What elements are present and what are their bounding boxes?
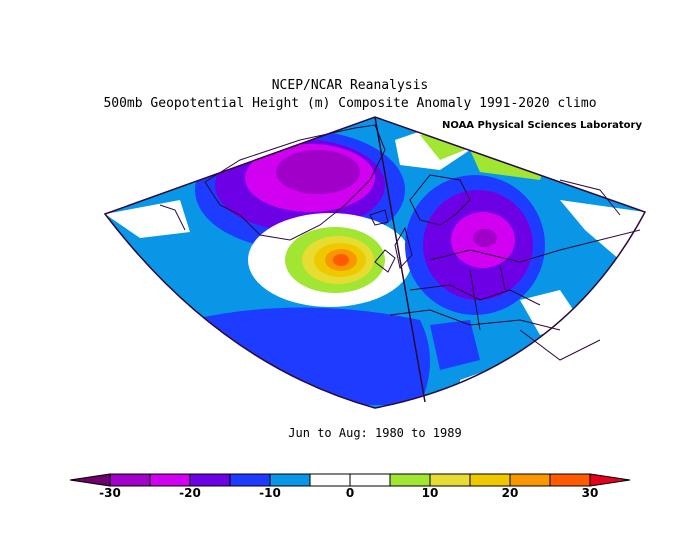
colorbar-cell: [109, 473, 151, 487]
period-label: Jun to Aug: 1980 to 1989: [288, 426, 462, 440]
credit-label: NOAA Physical Sciences Laboratory: [441, 120, 642, 131]
map-subtitle: 500mb Geopotential Height (m) Composite …: [103, 96, 597, 111]
colorbar-cell: [349, 473, 391, 487]
colorbar-tick-label: 20: [501, 486, 519, 500]
coastlines: [159, 124, 641, 361]
map-title: NCEP/NCAR Reanalysis: [271, 78, 429, 93]
colorbar-cell: [469, 473, 511, 487]
colorbar-cell: [189, 473, 231, 487]
colorbar-cell: [309, 473, 351, 487]
meridian-line: [374, 116, 426, 403]
colorbar-tick-label: 10: [421, 486, 439, 500]
colorbar-cell: [229, 473, 271, 487]
colorbar-cell: [389, 473, 431, 487]
colorbar-cell: [509, 473, 551, 487]
colorbar-cell: [269, 473, 311, 487]
colorbar-under-arrow: [69, 473, 111, 487]
map-frame: [103, 116, 647, 409]
colorbar-tick-label: 30: [581, 486, 599, 500]
colorbar-tick-label: -10: [259, 486, 281, 500]
colorbar-over-arrow: [589, 473, 631, 487]
colorbar-cell: [549, 473, 591, 487]
colorbar-tick-label: -30: [99, 486, 121, 500]
colorbar-tick-label: -20: [179, 486, 201, 500]
colorbar-cell: [429, 473, 471, 487]
colorbar-tick-label: 0: [345, 486, 355, 500]
colorbar-cell: [149, 473, 191, 487]
